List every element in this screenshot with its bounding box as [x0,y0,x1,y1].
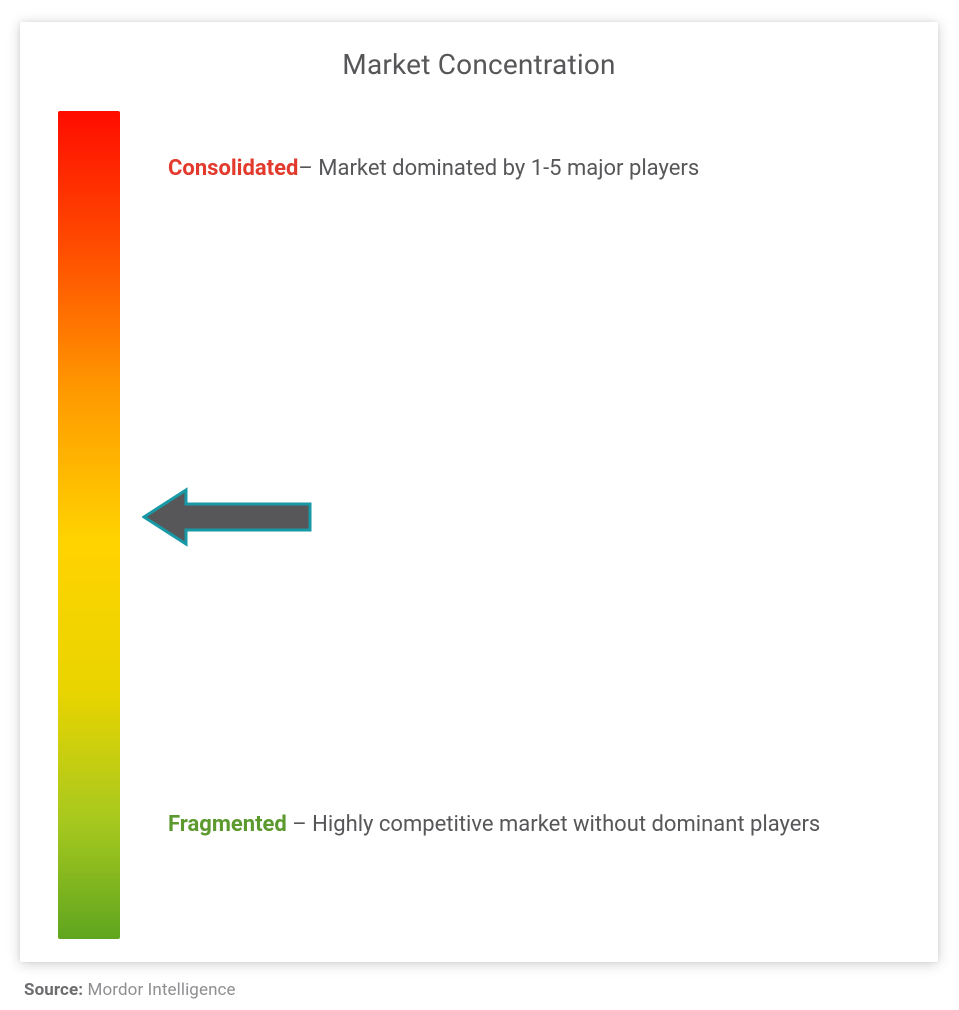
consolidated-keyword: Consolidated [168,156,298,181]
fragmented-keyword: Fragmented [168,812,287,837]
source-line: Source: Mordor Intelligence [24,980,236,1000]
consolidated-label: Consolidated– Market dominated by 1-5 ma… [168,145,699,193]
chart-body: Consolidated– Market dominated by 1-5 ma… [50,111,908,941]
concentration-gradient-bar [58,111,120,939]
source-value: Mordor Intelligence [88,980,236,1000]
fragmented-desc: – Highly competitive market without domi… [287,812,820,837]
source-label: Source: [24,980,83,1000]
consolidated-desc: – Market dominated by 1-5 major players [298,156,699,181]
chart-title: Market Concentration [50,48,908,81]
label-column: Consolidated– Market dominated by 1-5 ma… [168,111,898,939]
chart-card: Market Concentration Consolidated– Marke… [20,22,938,962]
fragmented-label: Fragmented – Highly competitive market w… [168,801,820,849]
